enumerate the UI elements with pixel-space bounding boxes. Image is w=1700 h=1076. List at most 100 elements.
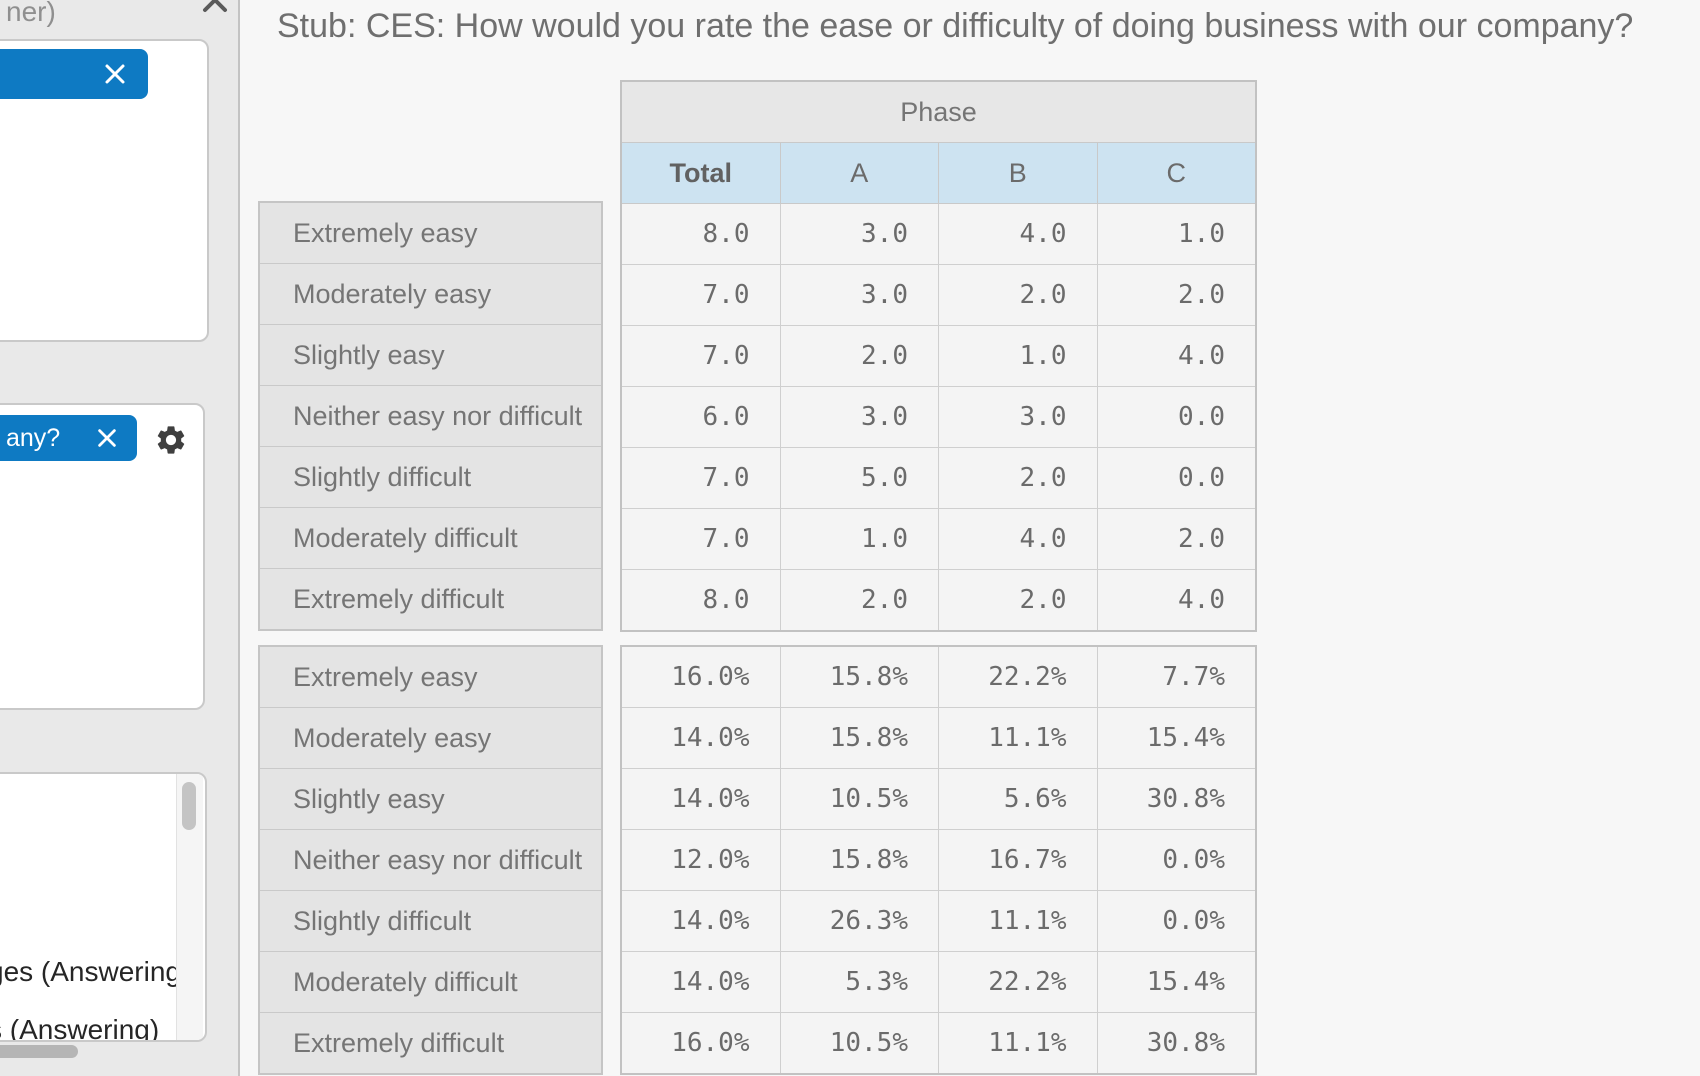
value-cell: 26.3%	[779, 891, 938, 951]
list-item[interactable]: ges (Answering	[0, 956, 181, 987]
value-cell: 15.8%	[779, 830, 938, 890]
table-row: 8.0 2.0 2.0 4.0	[622, 569, 1255, 630]
percentages-grid: 16.0% 15.8% 22.2% 7.7% 14.0% 15.8% 11.1% 15.4% 1…	[622, 647, 1255, 1073]
panel-close-icon[interactable]	[201, 0, 229, 14]
value-cell: 14.0%	[622, 952, 780, 1012]
table-row: 7.0 3.0 2.0 2.0	[622, 264, 1255, 325]
value-cell: 2.0	[779, 326, 938, 386]
row-label: Slightly easy	[260, 324, 601, 385]
chip-close-icon[interactable]	[102, 61, 128, 87]
value-cell: 4.0	[1096, 326, 1255, 386]
list-item[interactable]: s (Answering)	[0, 1014, 160, 1042]
value-cell: 2.0	[938, 448, 1097, 508]
value-cell: 10.5%	[779, 1013, 938, 1073]
table-row: 6.0 3.0 3.0 0.0	[622, 386, 1255, 447]
value-cell: 4.0	[1096, 570, 1255, 630]
value-cell: 2.0	[938, 265, 1097, 325]
row-label: Extremely difficult	[260, 568, 601, 629]
row-label: Neither easy nor difficult	[260, 385, 601, 446]
phase-group-header: Phase	[622, 82, 1255, 143]
value-cell: 11.1%	[938, 708, 1097, 768]
value-cell: 14.0%	[622, 891, 780, 951]
row-label: Extremely easy	[293, 218, 478, 248]
table-row: 14.0% 10.5% 5.6% 30.8%	[622, 768, 1255, 829]
table-row: 7.0 5.0 2.0 0.0	[622, 447, 1255, 508]
value-cell: 3.0	[779, 265, 938, 325]
row-label: Slightly difficult	[260, 890, 601, 951]
column-header-c[interactable]: C	[1096, 143, 1256, 203]
value-cell: 30.8%	[1096, 1013, 1255, 1073]
value-cell: 5.3%	[779, 952, 938, 1012]
value-cell: 1.0	[1096, 204, 1255, 264]
value-cell: 1.0	[779, 509, 938, 569]
sidebar-header-truncated: ner)	[6, 0, 56, 27]
table-row: 16.0% 10.5% 11.1% 30.8%	[622, 1012, 1255, 1073]
table-row: 14.0% 26.3% 11.1% 0.0%	[622, 890, 1255, 951]
row-label: Slightly easy	[260, 768, 601, 829]
value-cell: 2.0	[779, 570, 938, 630]
row-label: Moderately difficult	[260, 507, 601, 568]
value-cell: 8.0	[622, 204, 780, 264]
value-cell: 15.8%	[779, 708, 938, 768]
column-header-a[interactable]: A	[779, 143, 939, 203]
value-cell: 0.0	[1096, 387, 1255, 447]
row-label: Moderately difficult	[260, 951, 601, 1012]
value-cell: 0.0%	[1096, 830, 1255, 890]
value-cell: 0.0	[1096, 448, 1255, 508]
counts-table: Phase Total A B C 8.0 3.0 4.0 1.0 7.0 3.0 2.0 2…	[620, 80, 1257, 632]
value-cell: 7.0	[622, 448, 780, 508]
variable-chip-2-label: any?	[6, 423, 61, 452]
row-label: Extremely difficult	[260, 1012, 601, 1073]
value-cell: 3.0	[938, 387, 1097, 447]
value-cell: 1.0	[938, 326, 1097, 386]
value-cell: 12.0%	[622, 830, 780, 890]
gear-icon[interactable]	[154, 423, 188, 457]
variable-chip-1[interactable]	[0, 49, 148, 99]
row-label: Extremely easy	[293, 662, 478, 692]
row-label: Moderately easy	[260, 263, 601, 324]
horizontal-scrollbar-thumb[interactable]	[0, 1045, 78, 1058]
value-cell: 2.0	[1096, 265, 1255, 325]
table-row: 14.0% 5.3% 22.2% 15.4%	[622, 951, 1255, 1012]
table-row: 14.0% 15.8% 11.1% 15.4%	[622, 707, 1255, 768]
value-cell: 6.0	[622, 387, 780, 447]
table-row: 16.0% 15.8% 22.2% 7.7%	[622, 647, 1255, 707]
stub-question-title: Stub: CES: How would you rate the ease o…	[277, 7, 1634, 45]
value-cell: 22.2%	[938, 952, 1097, 1012]
table-row: 7.0 1.0 4.0 2.0	[622, 508, 1255, 569]
value-cell: 11.1%	[938, 1013, 1097, 1073]
value-cell: 5.0	[779, 448, 938, 508]
value-cell: 0.0%	[1096, 891, 1255, 951]
row-label: Neither easy nor difficult	[260, 829, 601, 890]
column-header-total[interactable]: Total	[669, 158, 733, 188]
vertical-scrollbar-track[interactable]	[176, 774, 203, 1040]
value-cell: 15.4%	[1096, 708, 1255, 768]
value-cell: 16.0%	[622, 647, 780, 707]
value-cell: 22.2%	[938, 647, 1097, 707]
value-cell: 3.0	[779, 387, 938, 447]
percentages-row-labels: Extremely easy Moderately easy Slightly ea…	[258, 645, 603, 1075]
crosstab-main: Stub: CES: How would you rate the ease o…	[240, 0, 1700, 1076]
variable-card-2: any?	[0, 403, 205, 710]
variable-list-card: ges (Answering s (Answering)	[0, 772, 207, 1042]
value-cell: 5.6%	[938, 769, 1097, 829]
value-cell: 7.7%	[1096, 647, 1255, 707]
value-cell: 14.0%	[622, 769, 780, 829]
vertical-scrollbar-thumb[interactable]	[182, 782, 196, 830]
value-cell: 2.0	[938, 570, 1097, 630]
value-cell: 11.1%	[938, 891, 1097, 951]
value-cell: 16.0%	[622, 1013, 780, 1073]
column-header-b[interactable]: B	[938, 143, 1097, 203]
table-row: 8.0 3.0 4.0 1.0	[622, 204, 1255, 264]
value-cell: 8.0	[622, 570, 780, 630]
value-cell: 2.0	[1096, 509, 1255, 569]
counts-row-labels: Extremely easy Moderately easy Slightly ea…	[258, 201, 603, 631]
value-cell: 7.0	[622, 509, 780, 569]
chip-close-icon[interactable]	[95, 426, 119, 450]
table-row: 12.0% 15.8% 16.7% 0.0%	[622, 829, 1255, 890]
value-cell: 4.0	[938, 509, 1097, 569]
value-cell: 30.8%	[1096, 769, 1255, 829]
variable-chip-2[interactable]: any?	[0, 415, 137, 461]
table-row: 7.0 2.0 1.0 4.0	[622, 325, 1255, 386]
